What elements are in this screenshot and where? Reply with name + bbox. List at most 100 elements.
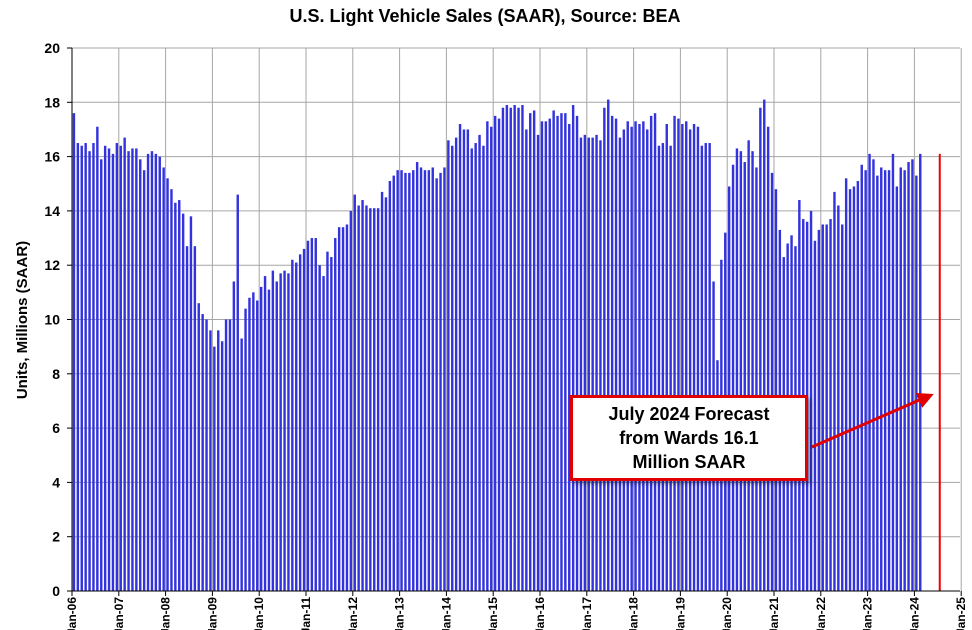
bar <box>868 153 871 591</box>
bar <box>618 137 622 591</box>
bar <box>669 145 672 592</box>
bar <box>614 118 618 591</box>
bar <box>470 148 473 591</box>
y-tick-label: 16 <box>44 149 60 165</box>
bar <box>685 121 688 591</box>
bar <box>232 281 236 591</box>
bar <box>556 115 559 592</box>
bar <box>365 205 368 591</box>
bar <box>228 319 232 591</box>
bar <box>451 145 454 592</box>
bar <box>649 115 653 592</box>
bar <box>844 178 848 591</box>
bar <box>638 124 641 592</box>
bar <box>852 186 856 591</box>
bar <box>267 289 271 591</box>
bar <box>166 178 169 591</box>
bar <box>774 189 778 591</box>
bar <box>100 159 103 591</box>
y-tick-label: 12 <box>44 257 60 273</box>
bar <box>259 286 263 591</box>
bar <box>872 159 875 591</box>
x-tick-label: Jan-13 <box>393 597 407 630</box>
x-tick-label: Jan-18 <box>627 597 641 630</box>
bar <box>404 172 407 591</box>
bar <box>96 126 99 591</box>
arrow-head <box>915 393 934 408</box>
bar <box>642 121 645 591</box>
bar <box>743 162 746 591</box>
bar <box>665 124 668 592</box>
y-tick-label: 4 <box>52 474 60 490</box>
bar <box>735 148 739 591</box>
bar <box>435 178 438 591</box>
bar <box>544 121 548 591</box>
y-tick-label: 10 <box>44 312 60 328</box>
bar <box>224 319 228 591</box>
bar <box>322 276 325 591</box>
bar <box>911 159 914 591</box>
bar <box>341 227 345 591</box>
bar <box>568 124 571 592</box>
bar <box>380 191 384 591</box>
x-tick-label: Jan-25 <box>954 597 968 630</box>
bar <box>895 186 899 591</box>
bar <box>747 140 750 591</box>
bar <box>158 156 161 591</box>
bar <box>610 115 614 592</box>
bar <box>915 175 918 592</box>
bar <box>115 143 119 591</box>
bar <box>529 113 532 591</box>
bar <box>482 145 485 592</box>
x-tick-label: Jan-07 <box>112 597 126 630</box>
bar <box>583 134 587 591</box>
callout-line-2: from Wards 16.1 <box>619 428 759 448</box>
bar <box>462 129 466 591</box>
bar <box>692 124 696 592</box>
bar <box>213 346 216 591</box>
bar <box>579 137 583 591</box>
bar <box>540 121 544 591</box>
x-tick-labels: Jan-06 Jan-07 Jan-08 Jan-09 Jan-10 Jan-11 Jan-… <box>65 597 968 630</box>
x-tick-label: Jan-15 <box>486 597 500 630</box>
bar <box>599 140 602 591</box>
x-tick-label: Jan-06 <box>65 597 79 630</box>
bar <box>646 129 649 591</box>
y-tick-label: 2 <box>52 529 60 545</box>
bar <box>295 262 298 591</box>
bar <box>521 105 524 592</box>
bar <box>681 124 684 592</box>
bar <box>107 148 111 591</box>
bar <box>357 205 360 591</box>
annotation-arrow <box>811 393 934 449</box>
bar <box>361 200 364 592</box>
bar <box>150 151 154 592</box>
bar <box>466 129 470 591</box>
bar <box>513 105 516 592</box>
y-tick-labels: 0 2 4 6 8 10 12 14 16 18 20 <box>44 40 60 599</box>
x-tick-label: Jan-24 <box>907 597 921 630</box>
bar <box>653 113 657 591</box>
y-tick-label: 18 <box>44 94 60 110</box>
bar <box>283 270 286 591</box>
bar <box>197 303 200 591</box>
bar <box>88 151 91 592</box>
x-tick-label: Jan-08 <box>159 597 173 630</box>
y-tick-label: 6 <box>52 420 60 436</box>
bar <box>415 162 419 591</box>
bar <box>419 167 423 591</box>
bar <box>248 297 251 591</box>
bar <box>626 121 629 591</box>
bar <box>587 137 590 591</box>
bar <box>443 167 446 591</box>
x-tick-label: Jan-21 <box>767 597 781 630</box>
forecast-callout: July 2024 Forecast from Wards 16.1 Milli… <box>570 395 808 481</box>
bar <box>478 134 481 591</box>
bar <box>763 99 766 591</box>
bar <box>291 259 294 591</box>
bar <box>622 129 626 591</box>
x-tick-label: Jan-17 <box>580 597 594 630</box>
bar <box>142 170 146 591</box>
arrow-shaft <box>811 397 923 449</box>
